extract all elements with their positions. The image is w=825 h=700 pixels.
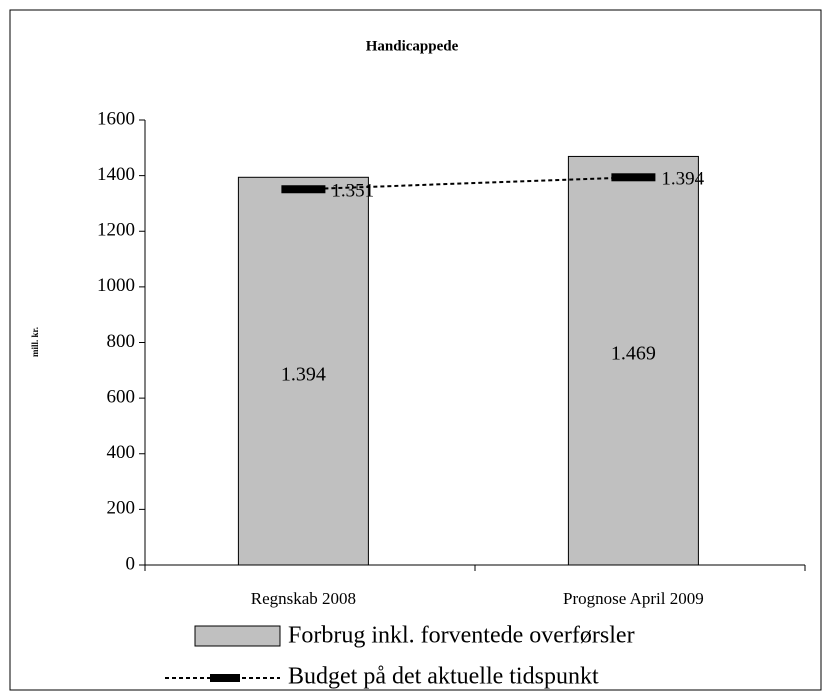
legend-swatch bbox=[194, 625, 281, 647]
y-tick-label: 1000 bbox=[97, 275, 135, 296]
y-tick-label: 1600 bbox=[97, 108, 135, 129]
bar-value-label: 1.394 bbox=[281, 364, 326, 386]
x-tick-label: Prognose April 2009 bbox=[563, 589, 704, 608]
y-tick-label: 600 bbox=[107, 386, 136, 407]
y-axis-label: mill. kr. bbox=[30, 327, 40, 357]
budget-marker bbox=[281, 185, 326, 194]
y-tick-label: 400 bbox=[107, 442, 136, 463]
y-tick-label: 1400 bbox=[97, 164, 135, 185]
x-tick-label: Regnskab 2008 bbox=[251, 589, 356, 608]
bar bbox=[237, 176, 369, 566]
budget-value-label: 1.394 bbox=[661, 169, 704, 190]
budget-value-label: 1.351 bbox=[331, 181, 374, 202]
legend-label: Forbrug inkl. forventede overførsler bbox=[288, 623, 635, 649]
y-tick-label: 800 bbox=[107, 331, 136, 352]
budget-marker bbox=[611, 173, 656, 182]
legend-label: Budget på det aktuelle tidspunkt bbox=[288, 664, 599, 690]
chart-title: Handicappede bbox=[366, 38, 459, 54]
y-tick-label: 200 bbox=[107, 498, 136, 519]
legend-marker bbox=[210, 674, 240, 682]
y-tick-label: 1200 bbox=[97, 220, 135, 241]
y-tick-label: 0 bbox=[126, 553, 136, 574]
budget-line bbox=[303, 176, 634, 191]
bar-value-label: 1.469 bbox=[611, 342, 656, 364]
